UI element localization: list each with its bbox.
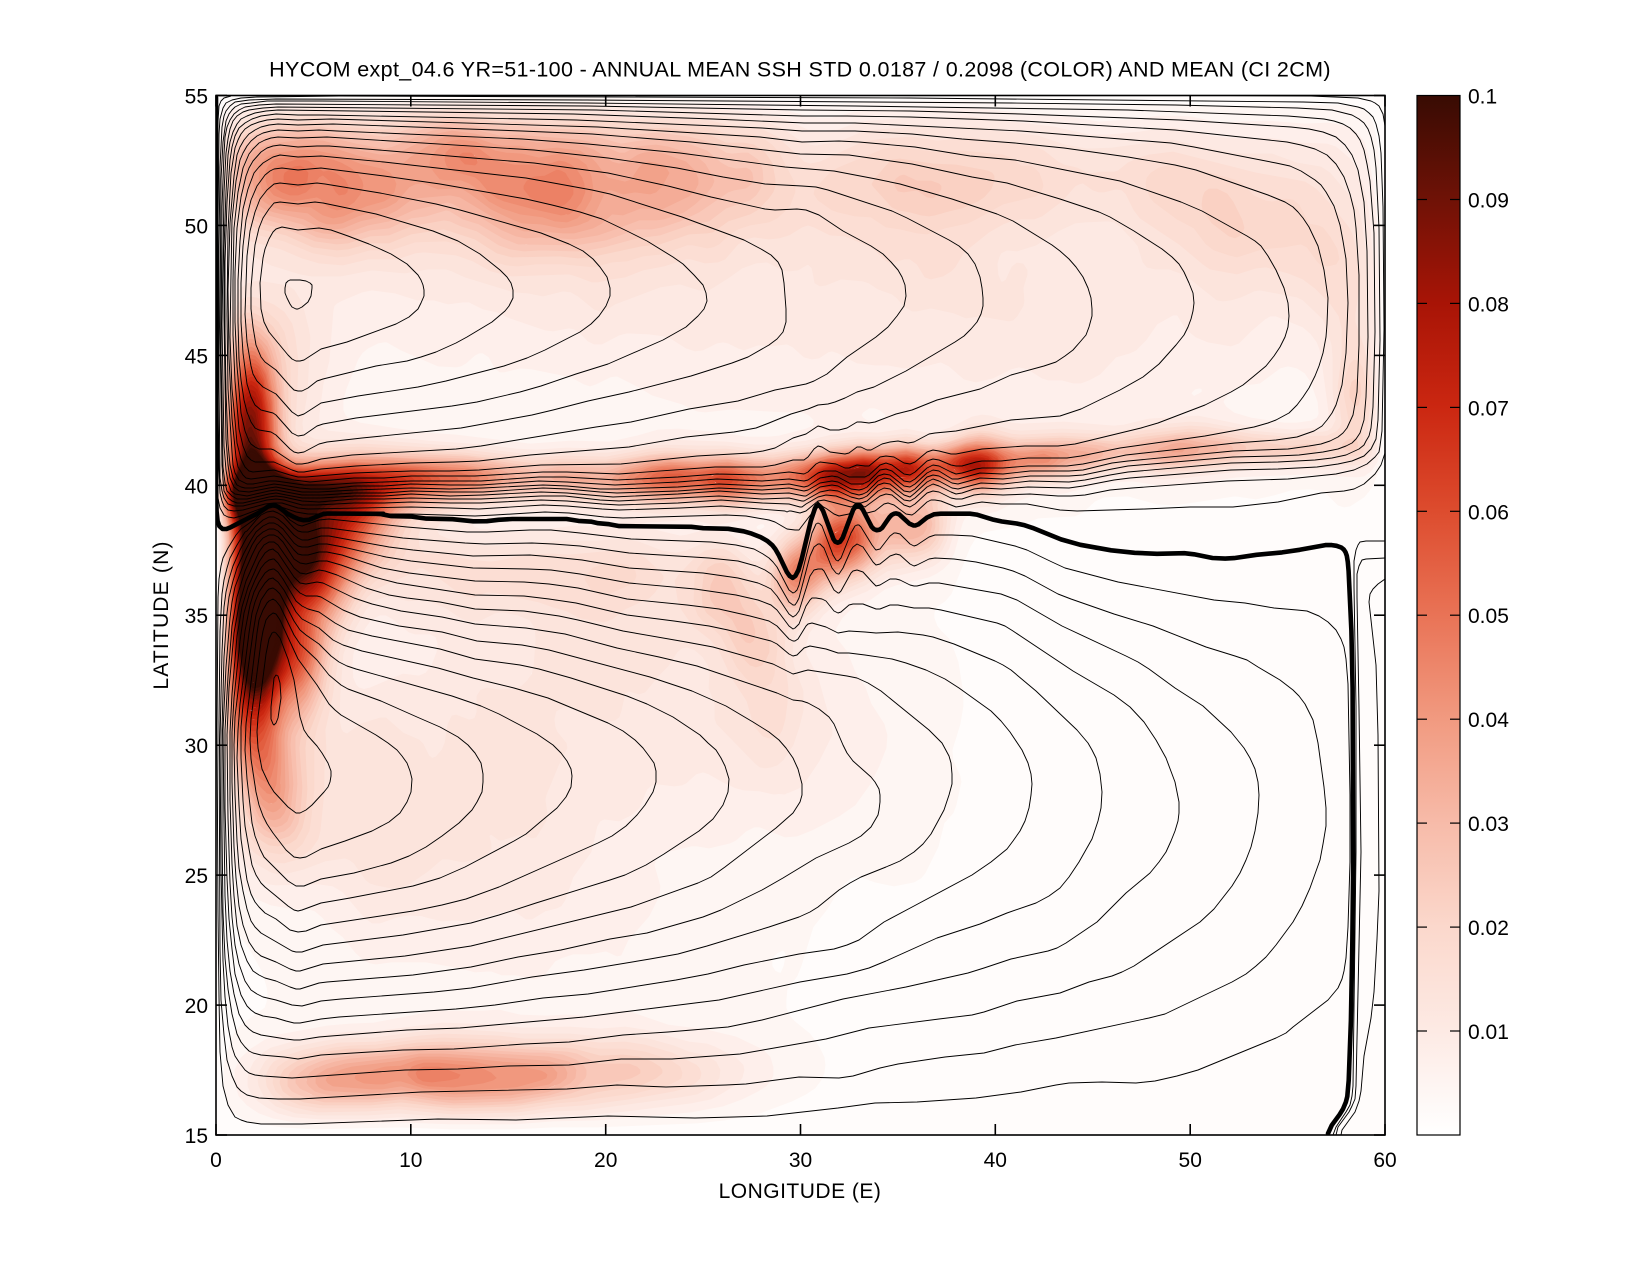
svg-text:0.03: 0.03 [1468, 813, 1509, 836]
svg-text:25: 25 [185, 865, 208, 888]
svg-text:LATITUDE (N): LATITUDE (N) [150, 540, 173, 689]
svg-text:0.01: 0.01 [1468, 1021, 1509, 1044]
svg-text:50: 50 [1179, 1149, 1202, 1172]
svg-text:HYCOM expt_04.6 YR=51-100 - AN: HYCOM expt_04.6 YR=51-100 - ANNUAL MEAN … [269, 58, 1331, 82]
svg-text:0.09: 0.09 [1468, 190, 1509, 213]
svg-text:40: 40 [185, 475, 208, 498]
svg-text:30: 30 [789, 1149, 812, 1172]
svg-text:50: 50 [185, 215, 208, 238]
svg-text:0.05: 0.05 [1468, 605, 1509, 628]
svg-text:LONGITUDE (E): LONGITUDE (E) [719, 1180, 882, 1203]
svg-text:60: 60 [1373, 1149, 1396, 1172]
svg-text:0.08: 0.08 [1468, 293, 1509, 316]
svg-text:0.1: 0.1 [1468, 86, 1497, 109]
svg-text:0: 0 [210, 1149, 222, 1172]
svg-text:20: 20 [594, 1149, 617, 1172]
svg-text:35: 35 [185, 605, 208, 628]
svg-text:20: 20 [185, 995, 208, 1018]
svg-text:0.07: 0.07 [1468, 397, 1509, 420]
svg-text:55: 55 [185, 86, 208, 109]
svg-text:0.02: 0.02 [1468, 917, 1509, 940]
svg-text:10: 10 [399, 1149, 422, 1172]
svg-text:40: 40 [984, 1149, 1007, 1172]
svg-text:0.06: 0.06 [1468, 501, 1509, 524]
svg-text:30: 30 [185, 735, 208, 758]
svg-text:15: 15 [185, 1125, 208, 1148]
svg-text:0.04: 0.04 [1468, 709, 1509, 732]
svg-text:45: 45 [185, 345, 208, 368]
